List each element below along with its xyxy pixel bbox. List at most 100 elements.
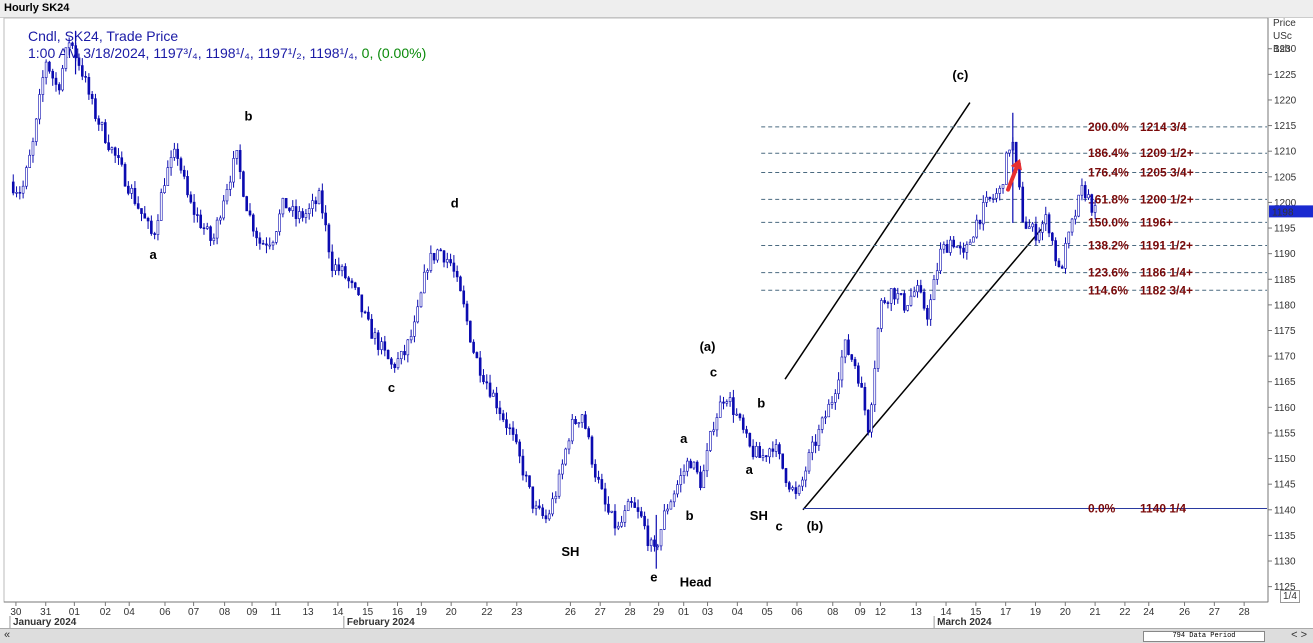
candle-body (87, 77, 91, 95)
candle-body (261, 243, 265, 245)
candle-body (643, 515, 646, 527)
candle-body (679, 475, 683, 485)
time-tick-label: 28 (624, 607, 636, 618)
candle-body (547, 513, 551, 520)
candle-body (1014, 141, 1018, 164)
fib-price-label: 1209 1/2+ (1140, 146, 1194, 160)
candle-body (1028, 226, 1031, 229)
candle-body (81, 65, 84, 77)
candle-body (196, 214, 199, 216)
candle-body (574, 419, 577, 425)
candle-body (265, 243, 268, 246)
price-tick-label: 1205 (1274, 172, 1297, 183)
wave-label: c (388, 380, 395, 395)
candle-body (672, 493, 676, 503)
candle-body (988, 196, 992, 199)
candle-body (350, 280, 354, 284)
candle-body (238, 150, 242, 173)
candle-body (301, 211, 304, 218)
candle-body (25, 167, 28, 187)
candle-body (709, 431, 712, 451)
candle-body (219, 217, 222, 221)
time-tick-label: 23 (511, 607, 523, 618)
scroll-right-icon[interactable]: < > (1291, 629, 1307, 641)
candle-body (814, 441, 817, 446)
wave-label: Head (680, 575, 712, 590)
trend-channel (784, 102, 1043, 511)
candle-body (344, 266, 347, 279)
candle-body (820, 417, 824, 430)
candle-body (501, 413, 505, 420)
candle-body (475, 352, 479, 359)
candlestick-series (11, 30, 1097, 569)
time-tick-label: 02 (100, 607, 112, 618)
candle-body (942, 244, 946, 250)
candle-body (912, 291, 916, 297)
candle-body (11, 181, 15, 194)
candle-body (580, 414, 584, 423)
candle-body (1024, 221, 1028, 229)
candle-body (1008, 149, 1011, 154)
time-tick-label: 27 (1209, 607, 1221, 618)
price-axis: Price USc Bsh 1125 1130 1135 1140 1145 1150 1155 1… (1267, 18, 1313, 602)
candle-body (426, 270, 429, 273)
candle-body (462, 290, 466, 305)
candle-body (482, 375, 485, 383)
candle-body (505, 419, 508, 429)
arrow-head-icon (1010, 158, 1022, 171)
wave-label: b (686, 508, 694, 523)
candle-body (587, 428, 590, 438)
candle-body (768, 448, 771, 458)
candle-body (386, 349, 390, 360)
time-tick-label: 14 (332, 607, 344, 618)
chart-grid (3, 17, 1269, 603)
candle-body (669, 501, 673, 510)
candle-body (242, 171, 245, 197)
candle-body (518, 441, 521, 457)
window-title: Hourly SK24 (4, 2, 70, 14)
candle-body (955, 246, 959, 248)
candle-body (656, 545, 660, 548)
candle-body (676, 484, 679, 495)
candle-body (1080, 185, 1084, 196)
time-tick-label: 31 (40, 607, 52, 618)
candle-body (958, 246, 962, 249)
candle-body (541, 507, 544, 516)
candle-body (123, 164, 127, 187)
candle-body (613, 510, 617, 529)
candle-body (1090, 194, 1094, 213)
candle-body (176, 148, 179, 159)
candle-body (327, 224, 331, 253)
candle-body (521, 455, 525, 476)
time-tick-label: 05 (762, 607, 774, 618)
page-indicator[interactable]: 1/4 (1280, 590, 1300, 603)
fib-price-label: 1182 3/4+ (1140, 283, 1193, 297)
fib-price-label: 1191 1/2+ (1140, 238, 1193, 252)
candle-body (498, 407, 502, 414)
candle-body (824, 416, 827, 419)
candle-body (334, 264, 337, 271)
candle-body (1047, 214, 1051, 234)
candle-body (77, 57, 81, 66)
candle-body (508, 427, 512, 430)
candle-body (380, 341, 383, 350)
time-tick-label: 07 (188, 607, 200, 618)
time-tick-label: 19 (1030, 607, 1042, 618)
candle-body (413, 321, 416, 337)
candle-body (538, 505, 541, 509)
scroll-bar[interactable]: « 794 Data Period < > (0, 628, 1313, 643)
scroll-left-icon[interactable]: « (4, 629, 11, 641)
candle-body (626, 501, 630, 511)
candle-body (561, 463, 564, 475)
candle-body (577, 422, 581, 425)
candle-body (998, 187, 1002, 194)
candle-body (978, 219, 982, 225)
candle-body (817, 429, 821, 446)
candle-body (952, 239, 955, 248)
time-tick-label: 08 (219, 607, 231, 618)
candle-body (860, 382, 863, 388)
price-tick-label: 1135 (1274, 531, 1296, 542)
legend-change: 0, (0.00%) (361, 45, 427, 61)
candle-body (935, 270, 939, 280)
